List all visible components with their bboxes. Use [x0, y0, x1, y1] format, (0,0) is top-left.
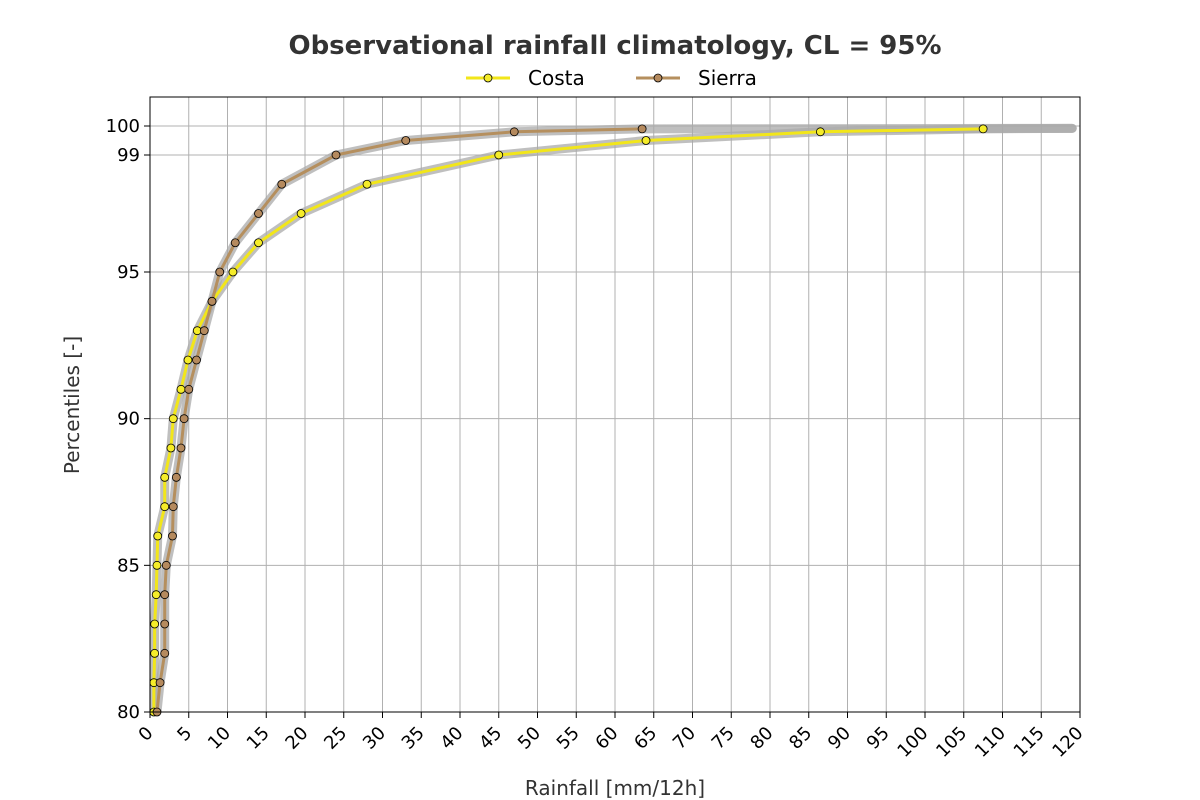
y-axis-ticks: 80 85 90 95 99 100	[106, 116, 150, 723]
point-sierra	[401, 136, 411, 145]
point-costa	[153, 531, 163, 541]
y-tick-label: 80	[117, 702, 140, 723]
point-costa	[151, 590, 161, 600]
point-costa	[166, 443, 176, 453]
legend-costa-label: Costa	[528, 66, 585, 90]
point-sierra	[509, 127, 519, 137]
legend: Costa Sierra	[466, 66, 757, 90]
point-sierra	[277, 179, 287, 189]
point-costa	[641, 136, 651, 145]
chart-title: Observational rainfall climatology, CL =…	[288, 31, 941, 61]
y-tick-label: 99	[117, 145, 140, 166]
point-costa	[176, 384, 186, 394]
point-costa	[152, 560, 162, 570]
point-sierra	[637, 124, 647, 134]
point-costa	[978, 124, 988, 134]
point-sierra	[168, 531, 177, 541]
point-costa	[150, 648, 160, 658]
point-costa	[160, 502, 170, 512]
y-tick-label: 85	[117, 555, 140, 576]
point-costa	[228, 267, 238, 277]
point-costa	[815, 127, 825, 137]
point-sierra	[161, 560, 171, 570]
point-sierra	[160, 619, 170, 629]
point-sierra	[179, 414, 189, 424]
point-sierra	[199, 326, 209, 336]
point-sierra	[160, 590, 170, 600]
point-costa	[494, 150, 504, 160]
legend-sierra-label: Sierra	[698, 66, 757, 90]
point-costa	[150, 619, 160, 629]
point-costa	[362, 179, 372, 189]
point-sierra	[207, 296, 217, 306]
point-sierra	[230, 238, 240, 248]
point-sierra	[176, 443, 186, 453]
point-costa	[254, 238, 263, 248]
y-tick-label: 90	[117, 409, 140, 430]
point-costa	[183, 355, 193, 365]
legend-sierra-marker	[653, 73, 663, 83]
y-tick-label: 100	[106, 116, 140, 137]
point-costa	[160, 472, 170, 482]
point-sierra	[192, 355, 201, 365]
y-tick-label: 95	[117, 262, 140, 283]
x-axis-label: Rainfall [mm/12h]	[525, 776, 705, 800]
point-sierra	[215, 267, 225, 277]
point-costa	[296, 209, 306, 218]
point-costa	[168, 414, 178, 424]
legend-costa-marker	[483, 73, 493, 83]
point-sierra	[254, 209, 263, 218]
point-sierra	[171, 472, 181, 482]
y-axis-label: Percentiles [-]	[60, 336, 84, 474]
point-sierra	[155, 678, 165, 688]
point-sierra	[331, 150, 341, 160]
point-sierra	[184, 384, 194, 394]
point-sierra	[160, 648, 170, 658]
point-sierra	[168, 502, 178, 512]
